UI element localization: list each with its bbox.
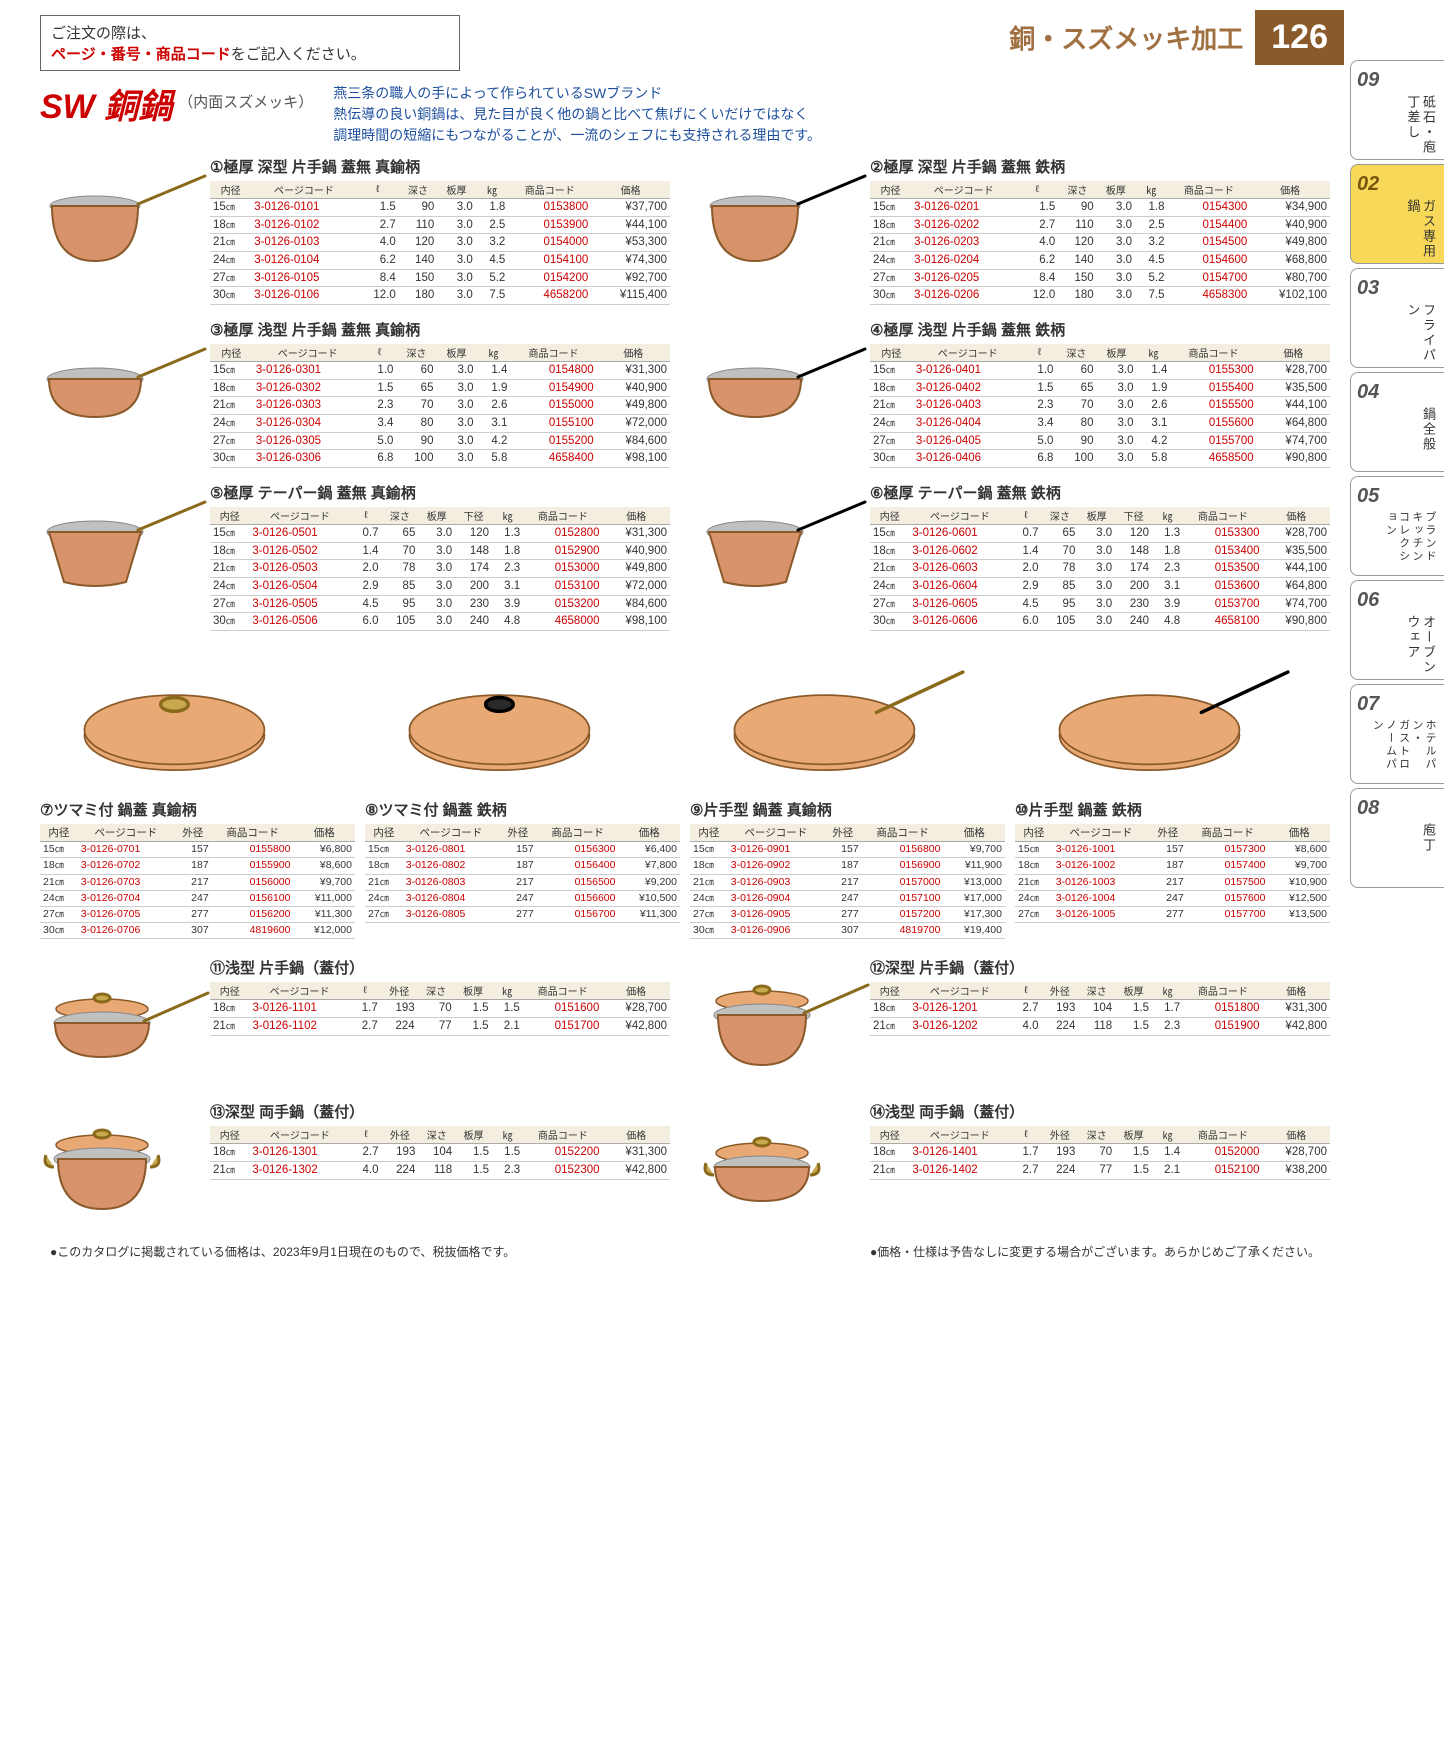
product-image <box>1015 649 1330 799</box>
product-block: ⑥極厚 テーパー鍋 蓋無 鉄柄 内径ページコードℓ深さ板厚下径㎏商品コード価格1… <box>700 482 1330 631</box>
product-title: ④極厚 浅型 片手鍋 蓋無 鉄柄 <box>870 319 1330 340</box>
product-block: ⑫深型 片手鍋（蓋付） 内径ページコードℓ外径深さ板厚㎏商品コード価格18㎝3-… <box>700 957 1330 1087</box>
sw-subtitle: （内面スズメッキ） <box>178 91 313 112</box>
sidebar-tab[interactable]: 04 鍋全般 <box>1350 372 1444 472</box>
product-block: ⑤極厚 テーパー鍋 蓋無 真鍮柄 内径ページコードℓ深さ板厚下径㎏商品コード価格… <box>40 482 670 631</box>
footer-note-2: ●価格・仕様は予告なしに変更する場合がございます。あらかじめご了承ください。 <box>870 1243 1320 1260</box>
product-block: ⑪浅型 片手鍋（蓋付） 内径ページコードℓ外径深さ板厚㎏商品コード価格18㎝3-… <box>40 957 670 1087</box>
product-image <box>700 156 870 286</box>
product-image <box>40 649 355 799</box>
sidebar-tab[interactable]: 09 砥石・庖丁差し <box>1350 60 1444 160</box>
product-image <box>700 957 870 1087</box>
product-image <box>690 649 1005 799</box>
order-text-2: をご記入ください。 <box>231 46 366 63</box>
product-block: ⑩片手型 鍋蓋 鉄柄 内径ページコード外径商品コード価格15㎝3-0126-10… <box>1015 649 1330 939</box>
desc-line-2: 熱伝導の良い銅鍋は、見た目が良く他の鍋と比べて焦げにくいだけではなく <box>333 104 821 125</box>
tab-label: オーブンウェア <box>1405 615 1436 679</box>
product-title: ⑫深型 片手鍋（蓋付） <box>870 957 1330 978</box>
product-block: ⑬深型 両手鍋（蓋付） 内径ページコードℓ外径深さ板厚㎏商品コード価格18㎝3-… <box>40 1101 670 1231</box>
tab-number: 07 <box>1357 693 1438 716</box>
product-image <box>40 482 210 612</box>
product-title: ⑩片手型 鍋蓋 鉄柄 <box>1015 799 1330 820</box>
product-grid-lids: ⑦ツマミ付 鍋蓋 真鍮柄 内径ページコード外径商品コード価格15㎝3-0126-… <box>40 649 1330 939</box>
desc-line-1: 燕三条の職人の手によって作られているSWブランド <box>333 83 821 104</box>
tab-number: 02 <box>1357 173 1438 196</box>
tab-label: 砥石・庖丁差し <box>1405 95 1436 159</box>
sidebar-tab[interactable]: 03 フライパン <box>1350 268 1444 368</box>
product-image <box>40 156 210 286</box>
tab-label: ホテルパン・ガストロノームパン <box>1370 719 1436 783</box>
footer: ●このカタログに掲載されている価格は、2023年9月1日現在のもので、税抜価格で… <box>40 1243 1330 1260</box>
order-text-red: ページ・番号・商品コード <box>51 46 231 63</box>
product-block: ⑦ツマミ付 鍋蓋 真鍮柄 内径ページコード外径商品コード価格15㎝3-0126-… <box>40 649 355 939</box>
header-right: 銅・スズメッキ加工 126 <box>1009 10 1344 65</box>
tab-number: 06 <box>1357 589 1438 612</box>
product-block: ⑭浅型 両手鍋（蓋付） 内径ページコードℓ外径深さ板厚㎏商品コード価格18㎝3-… <box>700 1101 1330 1231</box>
product-title: ③極厚 浅型 片手鍋 蓋無 真鍮柄 <box>210 319 670 340</box>
product-title: ⑪浅型 片手鍋（蓋付） <box>210 957 670 978</box>
desc-line-3: 調理時間の短縮にもつながることが、一流のシェフにも支持される理由です。 <box>333 125 821 146</box>
tab-label: ブランドキッチンコレクション <box>1383 511 1436 575</box>
product-block: ②極厚 深型 片手鍋 蓋無 鉄柄 内径ページコードℓ深さ板厚㎏商品コード価格15… <box>700 156 1330 305</box>
description: 燕三条の職人の手によって作られているSWブランド 熱伝導の良い銅鍋は、見た目が良… <box>333 83 821 146</box>
sidebar-tab[interactable]: 08 庖丁 <box>1350 788 1444 888</box>
product-image <box>700 482 870 612</box>
tab-label: ガス専用鍋 <box>1405 199 1436 263</box>
tab-label: 庖丁 <box>1420 823 1436 853</box>
tab-number: 09 <box>1357 69 1438 92</box>
product-grid-pots: ①極厚 深型 片手鍋 蓋無 真鍮柄 内径ページコードℓ深さ板厚㎏商品コード価格1… <box>40 156 1330 631</box>
product-title: ⑨片手型 鍋蓋 真鍮柄 <box>690 799 1005 820</box>
sidebar-tabs: 09 砥石・庖丁差し 02 ガス専用鍋 03 フライパン 04 鍋全般 05 ブ… <box>1350 0 1444 1275</box>
product-title: ⑭浅型 両手鍋（蓋付） <box>870 1101 1330 1122</box>
page-number: 126 <box>1255 10 1344 65</box>
product-image <box>40 1101 210 1231</box>
order-text-1: ご注文の際は、 <box>51 25 156 42</box>
product-block: ⑨片手型 鍋蓋 真鍮柄 内径ページコード外径商品コード価格15㎝3-0126-0… <box>690 649 1005 939</box>
tab-number: 04 <box>1357 381 1438 404</box>
product-title: ⑬深型 両手鍋（蓋付） <box>210 1101 670 1122</box>
product-title: ⑧ツマミ付 鍋蓋 鉄柄 <box>365 799 680 820</box>
tab-label: 鍋全般 <box>1420 407 1436 452</box>
sidebar-tab[interactable]: 02 ガス専用鍋 <box>1350 164 1444 264</box>
sidebar-tab[interactable]: 05 ブランドキッチンコレクション <box>1350 476 1444 576</box>
tab-number: 08 <box>1357 797 1438 820</box>
order-instruction: ご注文の際は、 ページ・番号・商品コードをご記入ください。 <box>40 15 460 71</box>
product-title: ⑥極厚 テーパー鍋 蓋無 鉄柄 <box>870 482 1330 503</box>
product-title: ①極厚 深型 片手鍋 蓋無 真鍮柄 <box>210 156 670 177</box>
product-block: ③極厚 浅型 片手鍋 蓋無 真鍮柄 内径ページコードℓ深さ板厚㎏商品コード価格1… <box>40 319 670 468</box>
sidebar-tab[interactable]: 07 ホテルパン・ガストロノームパン <box>1350 684 1444 784</box>
product-image <box>700 319 870 449</box>
product-title: ②極厚 深型 片手鍋 蓋無 鉄柄 <box>870 156 1330 177</box>
tab-label: フライパン <box>1405 303 1436 367</box>
product-block: ⑧ツマミ付 鍋蓋 鉄柄 内径ページコード外径商品コード価格15㎝3-0126-0… <box>365 649 680 939</box>
product-image <box>365 649 680 799</box>
sidebar-tab[interactable]: 06 オーブンウェア <box>1350 580 1444 680</box>
main-content: ご注文の際は、 ページ・番号・商品コードをご記入ください。 銅・スズメッキ加工 … <box>0 0 1350 1275</box>
category-title: 銅・スズメッキ加工 <box>1009 19 1243 56</box>
product-block: ①極厚 深型 片手鍋 蓋無 真鍮柄 内径ページコードℓ深さ板厚㎏商品コード価格1… <box>40 156 670 305</box>
product-block: ④極厚 浅型 片手鍋 蓋無 鉄柄 内径ページコードℓ深さ板厚㎏商品コード価格15… <box>700 319 1330 468</box>
product-image <box>700 1101 870 1231</box>
product-title: ⑦ツマミ付 鍋蓋 真鍮柄 <box>40 799 355 820</box>
tab-number: 03 <box>1357 277 1438 300</box>
product-grid-lidpots: ⑪浅型 片手鍋（蓋付） 内径ページコードℓ外径深さ板厚㎏商品コード価格18㎝3-… <box>40 957 1330 1231</box>
tab-number: 05 <box>1357 485 1438 508</box>
product-title: ⑤極厚 テーパー鍋 蓋無 真鍮柄 <box>210 482 670 503</box>
sw-title: SW 銅鍋 <box>40 79 172 128</box>
product-image <box>40 957 210 1087</box>
product-image <box>40 319 210 449</box>
footer-note-1: ●このカタログに掲載されている価格は、2023年9月1日現在のもので、税抜価格で… <box>50 1243 515 1260</box>
